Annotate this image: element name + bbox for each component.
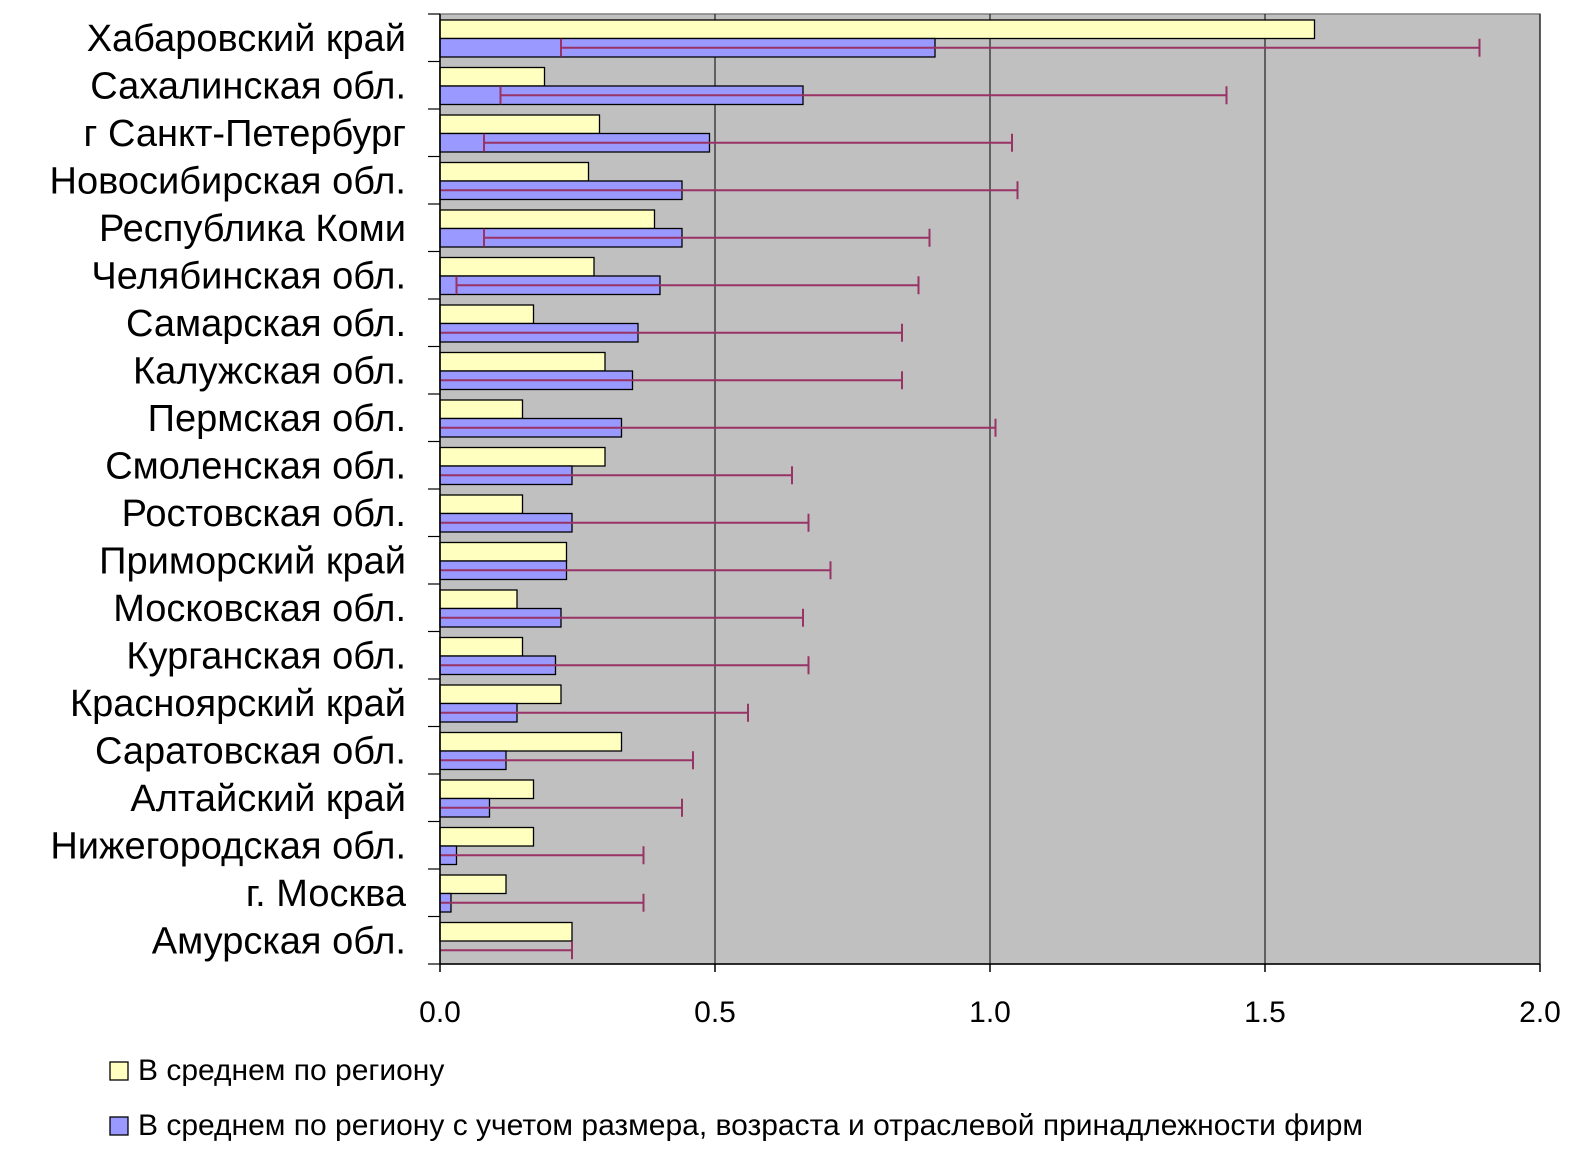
category-label: г Санкт-Петербург [84,113,406,155]
x-tick-label: 0.0 [419,996,461,1029]
category-label: Челябинская обл. [91,255,406,297]
category-label: Новосибирская обл. [50,160,406,202]
category-label: Республика Коми [99,208,406,250]
category-label: Саратовская обл. [95,730,406,772]
bar-series-1 [439,921,573,942]
x-tick-labels: 0.0 0.5 1.0 1.5 2.0 [419,996,1561,1029]
category-label: Красноярский край [70,683,406,725]
axes [439,14,1540,965]
gridlines [428,13,1541,972]
bar-series-1 [439,684,562,705]
category-label: Приморский край [99,540,406,582]
x-tick-label: 0.5 [694,996,736,1029]
legend-label: В среднем по региону [138,1054,444,1087]
bar-series-1 [439,874,507,895]
bar-series-1 [439,731,623,752]
category-label: Самарская обл. [126,303,406,345]
category-label: Калужская обл. [133,350,406,392]
error-bars [440,38,1481,960]
bar-series-1 [439,541,568,562]
x-tick-label: 1.0 [969,996,1011,1029]
bar-series-1 [439,256,595,277]
category-label: Пермская обл. [148,398,406,440]
category-label: Курганская обл. [126,635,406,677]
category-label: Нижегородская обл. [50,825,406,867]
bar-series-1 [439,351,606,372]
category-label: Смоленская обл. [105,445,406,487]
bar-series-1 [439,399,524,420]
category-label: Алтайский край [130,778,406,820]
category-label: Московская обл. [113,588,406,630]
bar-series-1 [439,304,535,325]
bar-series-1 [439,66,546,87]
category-labels: Хабаровский край Сахалинская обл. г Санкт-… [50,18,407,963]
bar-series-1 [439,779,535,800]
legend-label: В среднем по региону с учетом размера, в… [138,1109,1363,1142]
category-label: Хабаровский край [87,18,406,60]
bar-series-1 [439,446,606,467]
category-label: Сахалинская обл. [90,65,406,107]
bars [439,19,1316,942]
legend: В среднем по региону В среднем по региону… [109,1054,1363,1142]
bar-series-1 [439,494,524,515]
x-tick-label: 2.0 [1519,996,1561,1029]
bar-series-1 [439,161,590,182]
x-tick-label: 1.5 [1244,996,1286,1029]
bar-series-1 [439,114,601,135]
bar-series-1 [439,826,535,847]
bar-series-1 [439,19,1316,40]
category-label: Ростовская обл. [122,493,406,535]
bar-series-1 [439,636,524,657]
category-label: Амурская обл. [152,920,406,962]
legend-swatch [109,1061,129,1081]
legend-swatch [109,1116,129,1136]
category-label: г. Москва [246,873,407,915]
bar-series-1 [439,209,656,230]
bar-series-1 [439,589,518,610]
